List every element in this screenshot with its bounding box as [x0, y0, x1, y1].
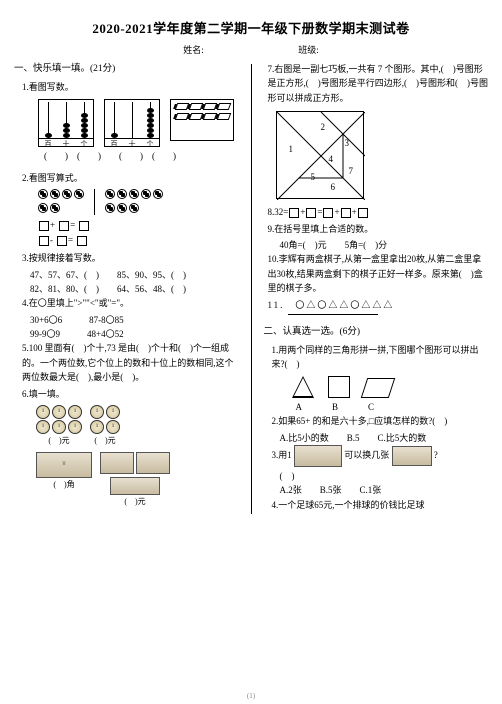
abacus-lbl: 百: [111, 139, 118, 150]
underline: [288, 314, 378, 315]
q1: 1.看图写数。: [22, 80, 239, 94]
q2-2a: A.比5小的数 B.5 C.比5大的数: [280, 431, 489, 445]
coins-1: 111 111 ( )元: [36, 405, 82, 448]
q10: 10.李辉有两盒棋子,从第一盒里拿出20枚,从第二盒里拿出30枚,结果两盒剩下的…: [268, 252, 489, 295]
letter-row: A B C: [296, 400, 489, 414]
balls-row: [38, 189, 239, 215]
q2-3: 3.用1 可以换几张 ?: [272, 445, 489, 467]
tnum: 3: [345, 136, 350, 150]
tnum: 6: [331, 180, 336, 194]
eq1: +=: [38, 218, 239, 232]
name-label: 姓名:: [183, 45, 204, 55]
note-grp-2: ( )元: [100, 452, 170, 509]
banknote-icon: [294, 445, 342, 467]
abacus-1: 百十个: [38, 99, 94, 147]
tnum: 1: [289, 142, 294, 156]
shape-row: [292, 376, 489, 398]
column-divider: [251, 64, 252, 514]
q3: 3.按规律接着写数。: [22, 251, 239, 265]
paren-row: ( ) ( ) ( ) ( ): [44, 149, 239, 163]
spacer: [206, 45, 296, 55]
abacus-lbl: 个: [81, 139, 88, 150]
tnum: 2: [321, 120, 326, 134]
coins-2: 11 11 ( )元: [90, 405, 120, 448]
triangle-icon: [292, 376, 314, 398]
q11: 11. 〇△〇△△〇△△△: [268, 298, 489, 312]
ball-grp-r: [105, 189, 167, 215]
banknote-icon: ￥: [36, 452, 92, 478]
q9: 9.在括号里填上合适的数。: [268, 222, 489, 236]
left-column: 一、快乐填一填。(21分) 1.看图写数。 百十个 百十个: [14, 62, 239, 514]
coins-row-1: 111 111 ( )元 11 11 ( )元: [36, 405, 239, 448]
opt-c: C: [368, 400, 374, 414]
tangram: 1 2 3 4 5 6 7: [276, 111, 364, 199]
unit-jiao: ( )角: [53, 479, 74, 492]
q2-3c: ?: [434, 450, 438, 460]
tnum: 5: [311, 170, 316, 184]
tnum: 7: [349, 164, 354, 178]
page-footer: (1): [247, 692, 255, 700]
unit-yuan2: ( )元: [124, 496, 145, 509]
square-icon: [328, 376, 350, 398]
q2-3opt: A.2张 B.5张 C.1张: [280, 483, 489, 497]
paren-r: ( ) ( ): [119, 149, 176, 163]
tally-box: [170, 99, 234, 141]
note-grp-1: ￥ ( )角: [36, 452, 92, 509]
tnum: 4: [329, 152, 334, 166]
ball-grp-l: [38, 189, 84, 215]
abacus-lbl: 个: [147, 139, 154, 150]
banknote-icon: [392, 446, 432, 466]
q2-3a: 3.用1: [272, 450, 292, 460]
abacus-row: 百十个 百十个: [38, 99, 239, 147]
q8: 8.32=+=++: [268, 205, 489, 219]
q2-2: 2.如果65+ 的和是六十多,□应填怎样的数?( ): [272, 414, 489, 428]
q4a: 30+6〇6 87-8〇85: [30, 313, 239, 327]
q5: 5.100 里面有( )个十,73 是由( )个十和( )个一组成的。一个两位数…: [22, 341, 239, 384]
q2: 2.看图写算式。: [22, 171, 239, 185]
class-label: 班级:: [298, 45, 319, 55]
abacus-2: 百十个: [104, 99, 160, 147]
q2-4: 4.一个足球65元,一个排球的价钱比足球: [272, 498, 489, 512]
paren-l: ( ) ( ): [44, 149, 101, 163]
q3a: 47、57、67、( ) 85、90、95、( ): [30, 268, 239, 282]
unit-yuan: ( )元: [94, 435, 115, 448]
q3b: 82、81、80、( ) 64、56、48、( ): [30, 282, 239, 296]
q4: 4.在〇里填上">""<"或"="。: [22, 296, 239, 310]
q4b: 99-9〇9 48+4〇52: [30, 327, 239, 341]
unit-yuan: ( )元: [48, 435, 69, 448]
page-columns: 一、快乐填一填。(21分) 1.看图写数。 百十个 百十个: [0, 56, 502, 514]
q7: 7.右图是一副七巧板,一共有 7 个图形。其中,( )号图形是正方形,( )号图…: [268, 62, 489, 105]
opt-a: A: [296, 400, 303, 414]
right-column: 7.右图是一副七巧板,一共有 7 个图形。其中,( )号图形是正方形,( )号图…: [264, 62, 489, 514]
abacus-lbl: 十: [63, 139, 70, 150]
eq2: -=: [38, 233, 239, 247]
q2-1: 1.用两个同样的三角形拼一拼,下图哪个图形可以拼出来?( ): [272, 343, 489, 372]
q2-3p: ( ): [280, 469, 489, 483]
q6: 6.填一填。: [22, 387, 239, 401]
notes-row: ￥ ( )角 ( )元: [36, 452, 239, 509]
vsep: [94, 189, 95, 215]
parallelogram-icon: [360, 378, 394, 398]
q2-3b: 可以换几张: [344, 450, 389, 460]
section-2: 二、认真选一选。(6分): [264, 325, 489, 340]
q9a: 40角=( )元 5角=( )分: [280, 238, 489, 252]
name-line: 姓名: 班级:: [0, 43, 502, 56]
opt-b: B: [332, 400, 338, 414]
section-1: 一、快乐填一填。(21分): [14, 62, 239, 77]
doc-title: 2020-2021学年度第二学期一年级下册数学期末测试卷: [0, 0, 502, 37]
abacus-lbl: 百: [45, 139, 52, 150]
abacus-lbl: 十: [129, 139, 136, 150]
